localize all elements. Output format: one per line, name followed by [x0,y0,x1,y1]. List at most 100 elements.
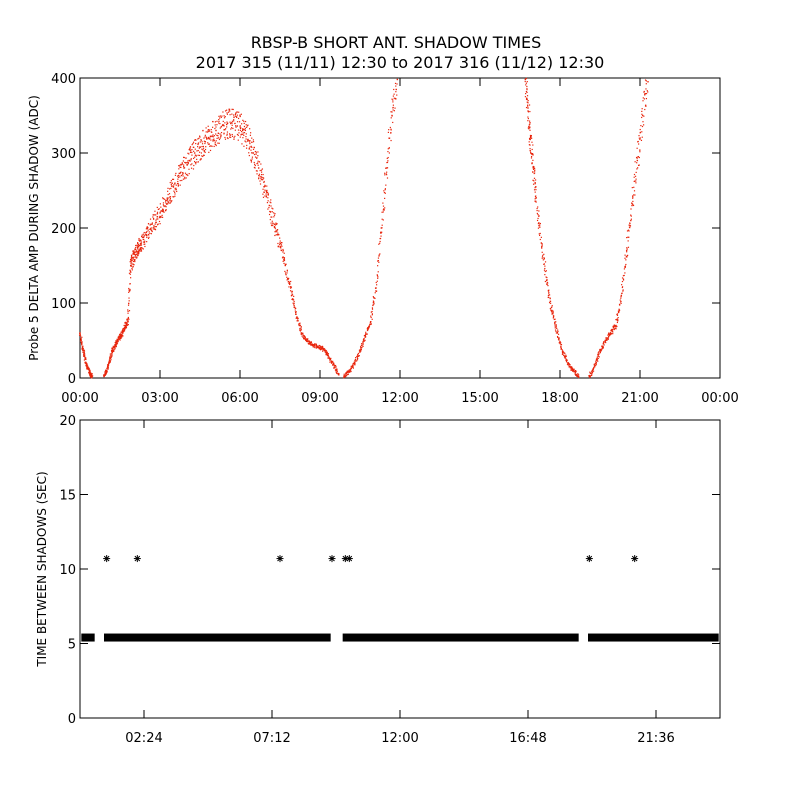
data-point [378,243,380,245]
data-point [547,284,549,287]
data-point [631,202,633,204]
data-point [315,343,317,345]
data-point [266,191,268,194]
data-point [177,185,179,187]
data-point [117,340,119,342]
data-point [556,331,559,333]
data-point [595,359,598,361]
data-point [598,351,600,353]
data-point [330,357,332,360]
data-point [365,333,367,335]
data-point [85,363,87,365]
data-point [641,114,644,117]
data-point [396,83,398,85]
data-point [355,360,357,362]
data-point [571,368,574,370]
data-point [304,337,306,339]
data-point [626,248,628,250]
data-point [167,203,169,205]
data-point [346,371,348,374]
data-point [137,254,139,257]
data-point [620,294,623,297]
data-point [524,96,527,98]
data-point [166,199,168,201]
data-point [131,260,133,262]
data-point [362,343,364,346]
data-point [348,369,350,371]
data-point [551,311,553,313]
data-point [541,251,543,253]
data-point [299,324,302,326]
data-point [645,83,647,85]
data-point [597,357,599,360]
data-point [574,373,576,375]
data-point [284,272,287,274]
data-point [90,372,92,374]
data-point [115,341,117,344]
data-point [287,281,290,283]
data-point [197,161,199,163]
data-point [137,248,139,250]
data-point [254,156,257,158]
data-point [137,246,140,248]
data-point [195,154,197,156]
data-point [617,319,619,321]
data-point [153,227,155,229]
data-point [535,189,537,191]
data-point [611,329,613,331]
data-point [163,205,165,208]
data-point [626,256,628,258]
data-point [208,143,210,145]
data-point [139,247,142,250]
data-point [137,252,139,254]
data-point [551,313,553,315]
data-point [283,257,285,260]
data-point [86,364,89,366]
y-tick-label: 400 [51,72,76,87]
data-point [169,196,171,198]
data-point [370,316,372,319]
data-point [262,173,264,176]
data-point [536,209,538,212]
data-point [146,230,148,233]
data-point [564,356,567,358]
data-point [249,146,251,148]
data-point [384,174,386,176]
data-point [293,300,295,303]
data-point [546,276,548,279]
data-point [142,233,144,235]
data-point [359,346,362,348]
data-point [281,245,283,247]
data-point [167,201,169,203]
data-point [568,362,570,365]
data-point [572,367,574,370]
data-point [538,210,540,212]
data-point [243,120,245,122]
x-tick-label: 09:00 [301,391,338,406]
data-point [234,122,236,125]
data-point [219,127,221,129]
data-point [131,257,133,260]
data-point [217,132,219,134]
data-point [526,88,528,90]
data-point [167,202,169,204]
data-point [203,150,205,153]
data-point [138,244,141,247]
data-point [372,300,375,302]
data-point [641,110,643,112]
data-point [91,377,93,379]
x-tick-label: 00:00 [701,391,738,406]
data-point [218,120,220,122]
data-point [309,342,311,345]
data-point [380,227,383,229]
data-point [219,115,222,117]
data-point [549,300,552,302]
data-point [578,374,580,376]
data-point [566,363,569,365]
data-point [164,210,167,212]
data-point [210,139,212,141]
data-point [180,163,182,165]
data-point [183,164,185,166]
data-point [276,223,278,225]
data-point [137,250,140,252]
